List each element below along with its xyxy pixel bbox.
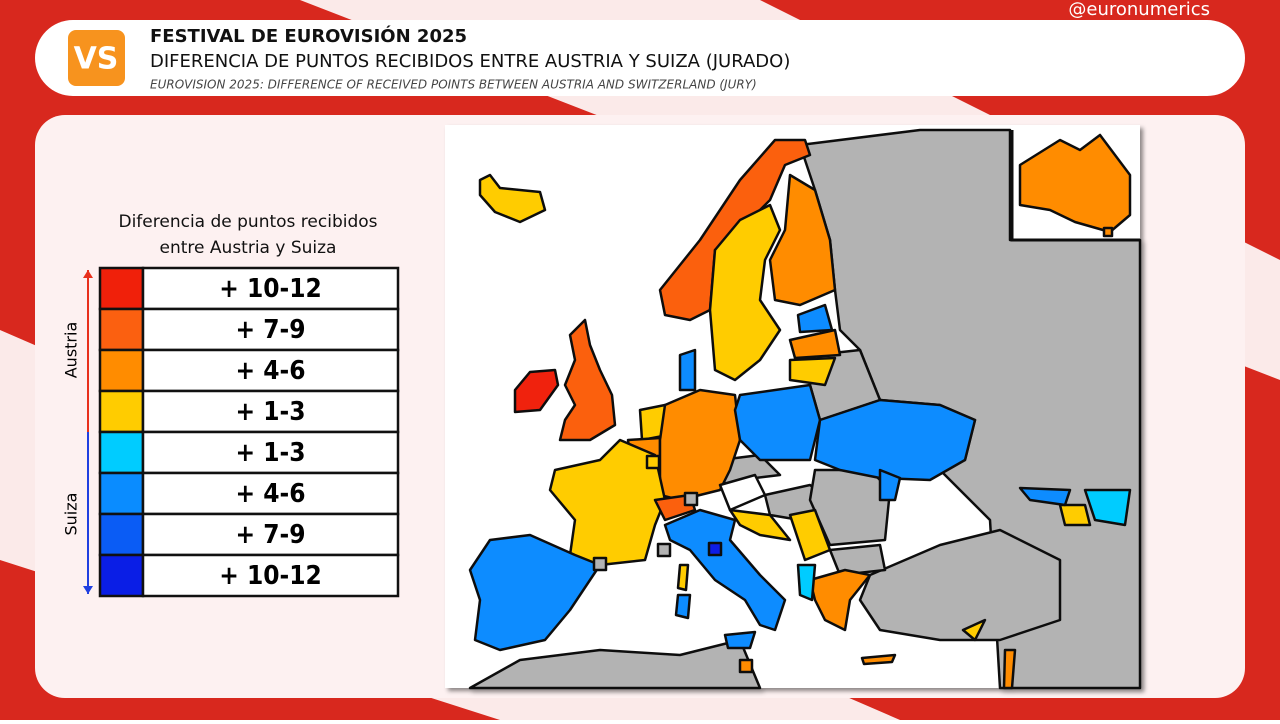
region — [738, 658, 754, 674]
legend-label: + 1-3 — [235, 397, 305, 427]
region — [674, 593, 692, 620]
handle: @euronumerics — [1068, 0, 1210, 20]
region — [656, 542, 672, 558]
region — [858, 528, 1062, 642]
map — [445, 125, 1142, 690]
region — [768, 173, 837, 307]
region — [808, 568, 872, 632]
region — [788, 508, 832, 562]
legend-cell — [141, 348, 400, 393]
legend-label: + 1-3 — [235, 438, 305, 468]
region — [878, 468, 902, 502]
region — [1018, 486, 1072, 507]
legend-cell — [141, 266, 400, 311]
region — [592, 556, 608, 572]
legend-label: + 10-12 — [219, 561, 322, 591]
logo-text: VS — [74, 42, 119, 77]
legend-cell — [141, 430, 400, 475]
legend-cell — [141, 553, 400, 598]
subtitle: DIFERENCIA DE PUNTOS RECIBIDOS ENTRE AUS… — [150, 51, 790, 72]
legend-arrowhead — [83, 270, 93, 278]
legend-group-label: Austria — [62, 322, 81, 379]
legend-cell — [141, 389, 400, 434]
region — [513, 368, 560, 414]
legend-swatch — [98, 512, 145, 557]
region — [723, 630, 757, 650]
title: FESTIVAL DE EUROVISIÓN 2025 — [150, 25, 467, 47]
region — [468, 638, 762, 690]
legend-swatch — [98, 389, 145, 434]
legend-swatch — [98, 471, 145, 516]
header-bar — [35, 20, 1245, 96]
legend-swatch — [98, 430, 145, 475]
legend-label: + 7-9 — [235, 315, 305, 345]
legend-swatch — [98, 348, 145, 393]
region — [961, 618, 987, 642]
legend-cell — [141, 512, 400, 557]
legend-label: + 10-12 — [219, 274, 322, 304]
region — [678, 348, 697, 392]
legend-label: + 4-6 — [235, 356, 305, 386]
subtitle-en: EUROVISION 2025: DIFFERENCE OF RECEIVED … — [150, 78, 757, 92]
logo — [68, 30, 125, 86]
region — [1102, 226, 1114, 238]
legend-title: Diferencia de puntos recibidos entre Aust… — [118, 212, 377, 258]
region — [468, 533, 602, 652]
region — [718, 473, 767, 512]
legend-label: + 7-9 — [235, 520, 305, 550]
region — [478, 173, 547, 224]
region — [1018, 133, 1132, 234]
legend-group-label: Suiza — [62, 493, 81, 536]
legend-cell — [141, 471, 400, 516]
region — [733, 383, 822, 462]
region — [548, 438, 667, 567]
legend-arrowhead — [83, 586, 93, 594]
region — [1083, 488, 1132, 527]
region — [558, 318, 617, 442]
inset-border — [1010, 130, 1140, 242]
region — [1058, 503, 1092, 527]
legend-swatch — [98, 307, 145, 352]
region — [828, 543, 887, 577]
region — [788, 328, 842, 360]
region — [860, 653, 897, 666]
region — [813, 398, 977, 482]
legend-swatch — [98, 266, 145, 311]
region — [676, 563, 690, 592]
region — [663, 508, 787, 632]
region — [683, 491, 699, 507]
region — [708, 203, 782, 382]
region — [645, 454, 661, 470]
region — [788, 356, 837, 387]
legend: Austria + 10-12 + 7-9 + 4-6 + 1-3 Suiza + 1-3 +… — [62, 266, 400, 598]
region — [707, 541, 723, 557]
legend-swatch — [98, 553, 145, 598]
region — [728, 508, 792, 542]
legend-label: + 4-6 — [235, 479, 305, 509]
region — [1002, 648, 1017, 690]
region — [796, 563, 817, 602]
